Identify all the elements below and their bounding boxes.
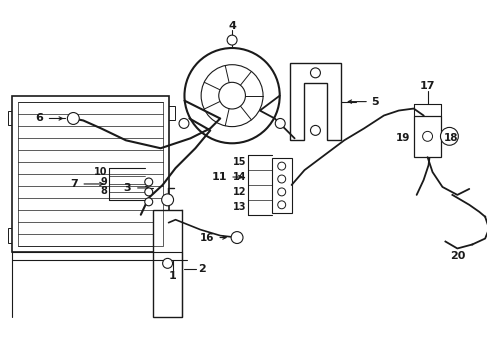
- Circle shape: [277, 175, 285, 183]
- Text: 10: 10: [93, 167, 107, 177]
- Bar: [8, 111, 18, 125]
- Circle shape: [275, 118, 285, 129]
- Circle shape: [144, 198, 152, 206]
- Circle shape: [422, 131, 432, 141]
- Text: 5: 5: [370, 96, 378, 107]
- Text: 12: 12: [232, 187, 245, 197]
- Polygon shape: [289, 63, 341, 140]
- Circle shape: [144, 188, 152, 196]
- Text: 17: 17: [419, 81, 434, 91]
- Text: 18: 18: [443, 133, 457, 143]
- Bar: [18, 102, 163, 247]
- Text: 13: 13: [232, 202, 245, 212]
- Text: 16: 16: [199, 233, 214, 243]
- Text: 3: 3: [123, 183, 131, 193]
- Text: 4: 4: [228, 21, 236, 31]
- Text: 7: 7: [70, 179, 78, 189]
- Circle shape: [277, 162, 285, 170]
- Bar: [413, 116, 441, 157]
- Circle shape: [226, 35, 237, 45]
- Text: 9: 9: [100, 177, 107, 187]
- Text: 6: 6: [36, 113, 43, 123]
- Circle shape: [162, 194, 173, 206]
- Circle shape: [163, 258, 172, 268]
- Circle shape: [440, 127, 457, 145]
- Circle shape: [231, 231, 243, 243]
- Text: 11: 11: [211, 172, 226, 182]
- Circle shape: [144, 178, 152, 186]
- Text: 8: 8: [100, 186, 107, 196]
- Circle shape: [67, 113, 79, 125]
- Circle shape: [277, 201, 285, 209]
- Circle shape: [179, 118, 188, 129]
- Text: 1: 1: [168, 271, 176, 281]
- Bar: [164, 105, 174, 121]
- Bar: [8, 228, 18, 243]
- Bar: [271, 158, 291, 213]
- Circle shape: [310, 125, 320, 135]
- Circle shape: [310, 68, 320, 78]
- Text: 15: 15: [232, 157, 245, 167]
- Circle shape: [218, 82, 245, 109]
- Text: 20: 20: [449, 251, 464, 261]
- Circle shape: [277, 188, 285, 196]
- Bar: [152, 210, 182, 317]
- Bar: [164, 233, 174, 247]
- Bar: [12, 96, 168, 252]
- Text: 2: 2: [198, 264, 205, 274]
- Text: 14: 14: [232, 172, 245, 182]
- Text: 19: 19: [395, 133, 409, 143]
